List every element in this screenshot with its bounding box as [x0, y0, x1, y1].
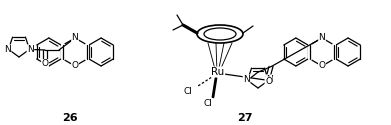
Text: O: O [265, 77, 272, 86]
Text: O: O [72, 62, 79, 70]
Text: 27: 27 [237, 113, 253, 123]
Text: N: N [243, 75, 250, 84]
Text: O: O [41, 60, 48, 68]
Text: O: O [319, 62, 325, 70]
Text: N: N [27, 45, 34, 54]
Text: N: N [4, 45, 11, 54]
Text: N: N [72, 34, 78, 42]
Text: Cl: Cl [204, 98, 212, 108]
Text: 26: 26 [62, 113, 78, 123]
Text: N: N [266, 75, 273, 84]
Text: Cl: Cl [183, 88, 192, 96]
Text: N: N [319, 34, 325, 42]
Text: Ru: Ru [212, 67, 224, 77]
